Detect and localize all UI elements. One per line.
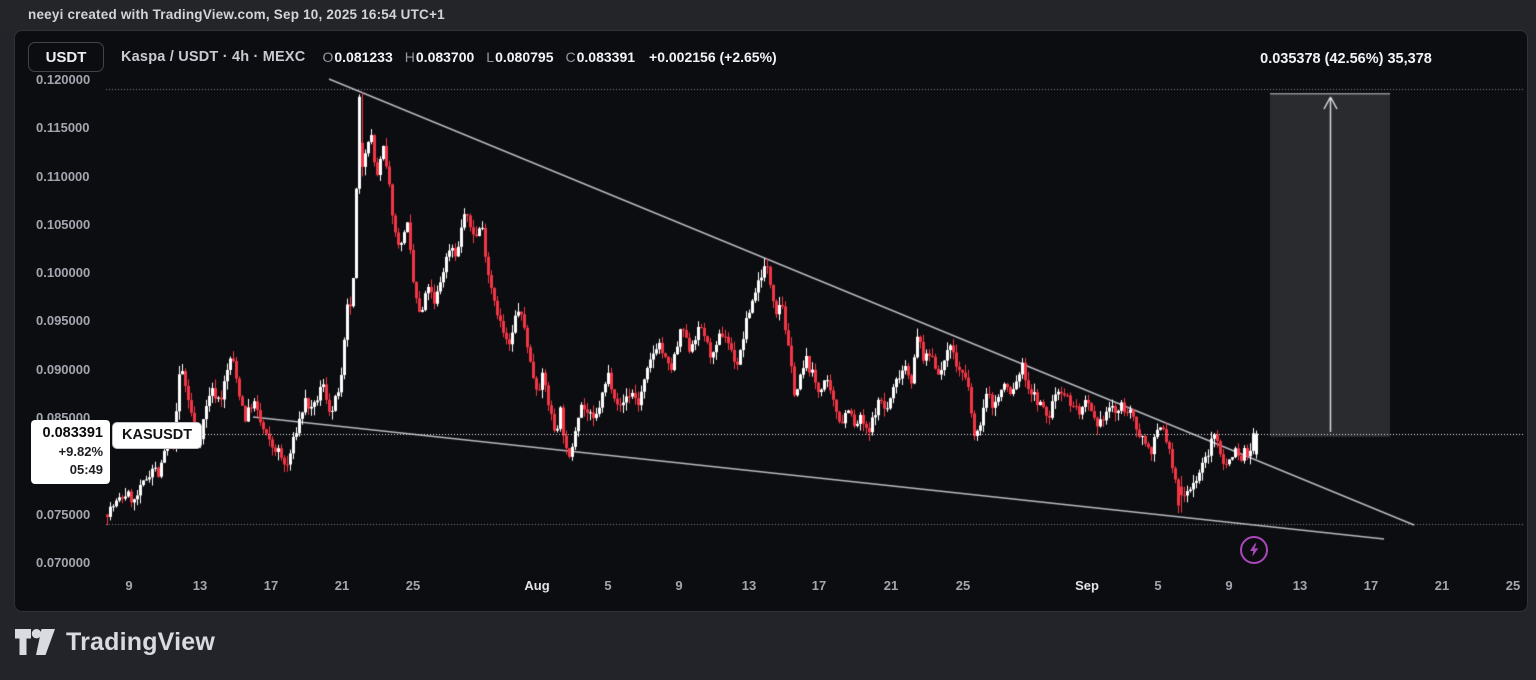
y-axis-label: 0.070000 bbox=[36, 554, 91, 570]
x-axis-label: 21 bbox=[883, 578, 899, 593]
x-axis-label: 17 bbox=[811, 578, 827, 593]
chart-header: USDT Kaspa / USDT · 4h · MEXC O 0.081233 … bbox=[28, 42, 777, 72]
y-axis-label: 0.105000 bbox=[36, 216, 91, 232]
price-range-measurement-label: 0.035378 (42.56%) 35,378 bbox=[1260, 51, 1432, 67]
y-axis-label: 0.100000 bbox=[36, 265, 91, 281]
quote-currency-button[interactable]: USDT bbox=[28, 42, 104, 72]
high-value: 0.083700 bbox=[415, 49, 475, 65]
lightning-icon[interactable] bbox=[1240, 536, 1268, 564]
close-label: C bbox=[565, 49, 576, 65]
y-axis-label: 0.110000 bbox=[36, 168, 90, 184]
last-price-label: 0.083391 +9.82% 05:49 bbox=[31, 420, 110, 484]
last-price-percent: +9.82% bbox=[58, 444, 103, 459]
open-value: 0.081233 bbox=[334, 49, 393, 65]
low-value: 0.080795 bbox=[495, 49, 554, 65]
low-label: L bbox=[486, 49, 495, 65]
y-axis-label: 0.095000 bbox=[36, 313, 91, 329]
x-axis-label: Aug bbox=[524, 578, 550, 593]
ohlc-readout: O 0.081233 H 0.083700 L 0.080795 C 0.083391 … bbox=[322, 49, 776, 65]
last-price-value: 0.083391 bbox=[42, 425, 103, 441]
y-axis-label: 0.115000 bbox=[36, 120, 90, 136]
x-axis-label: 25 bbox=[405, 578, 421, 593]
x-axis-label: 13 bbox=[741, 578, 757, 593]
change-value: +0.002156 (+2.65%) bbox=[649, 49, 777, 65]
x-axis-label: 9 bbox=[125, 578, 133, 593]
symbol-title[interactable]: Kaspa / USDT · 4h · MEXC bbox=[121, 49, 306, 65]
brand-text: TradingView bbox=[66, 627, 216, 656]
tradingview-logo-icon bbox=[15, 628, 55, 655]
symbol-tag: KASUSDT bbox=[112, 422, 203, 449]
chart-canvas[interactable] bbox=[15, 31, 1527, 611]
x-axis-label: 25 bbox=[955, 578, 971, 593]
x-axis-label: Sep bbox=[1075, 578, 1099, 593]
y-axis-label: 0.090000 bbox=[36, 361, 91, 377]
high-label: H bbox=[404, 49, 415, 65]
chart-panel: USDT Kaspa / USDT · 4h · MEXC O 0.081233 … bbox=[14, 30, 1528, 612]
x-axis-label: 25 bbox=[1505, 578, 1521, 593]
x-axis-label: 9 bbox=[1225, 578, 1233, 593]
open-label: O bbox=[322, 49, 334, 65]
x-axis-label: 21 bbox=[1434, 578, 1450, 593]
x-axis-label: 13 bbox=[192, 578, 208, 593]
x-axis-label: 17 bbox=[1363, 578, 1379, 593]
x-axis-label: 21 bbox=[334, 578, 350, 593]
x-axis-label: 9 bbox=[675, 578, 683, 593]
x-axis-label: 13 bbox=[1292, 578, 1308, 593]
close-value: 0.083391 bbox=[576, 49, 636, 65]
watermark-text: neeyi created with TradingView.com, Sep … bbox=[28, 7, 445, 22]
x-axis-label: 17 bbox=[263, 578, 279, 593]
x-axis-label: 5 bbox=[1154, 578, 1162, 593]
footer-brand[interactable]: TradingView bbox=[15, 624, 215, 660]
x-axis-label: 5 bbox=[604, 578, 612, 593]
lightning-bolt-glyph bbox=[1250, 543, 1259, 557]
y-axis-label: 0.120000 bbox=[36, 71, 91, 87]
y-axis-label: 0.075000 bbox=[36, 506, 91, 522]
bar-countdown: 05:49 bbox=[69, 462, 103, 477]
watermark-bar: neeyi created with TradingView.com, Sep … bbox=[0, 0, 1536, 30]
